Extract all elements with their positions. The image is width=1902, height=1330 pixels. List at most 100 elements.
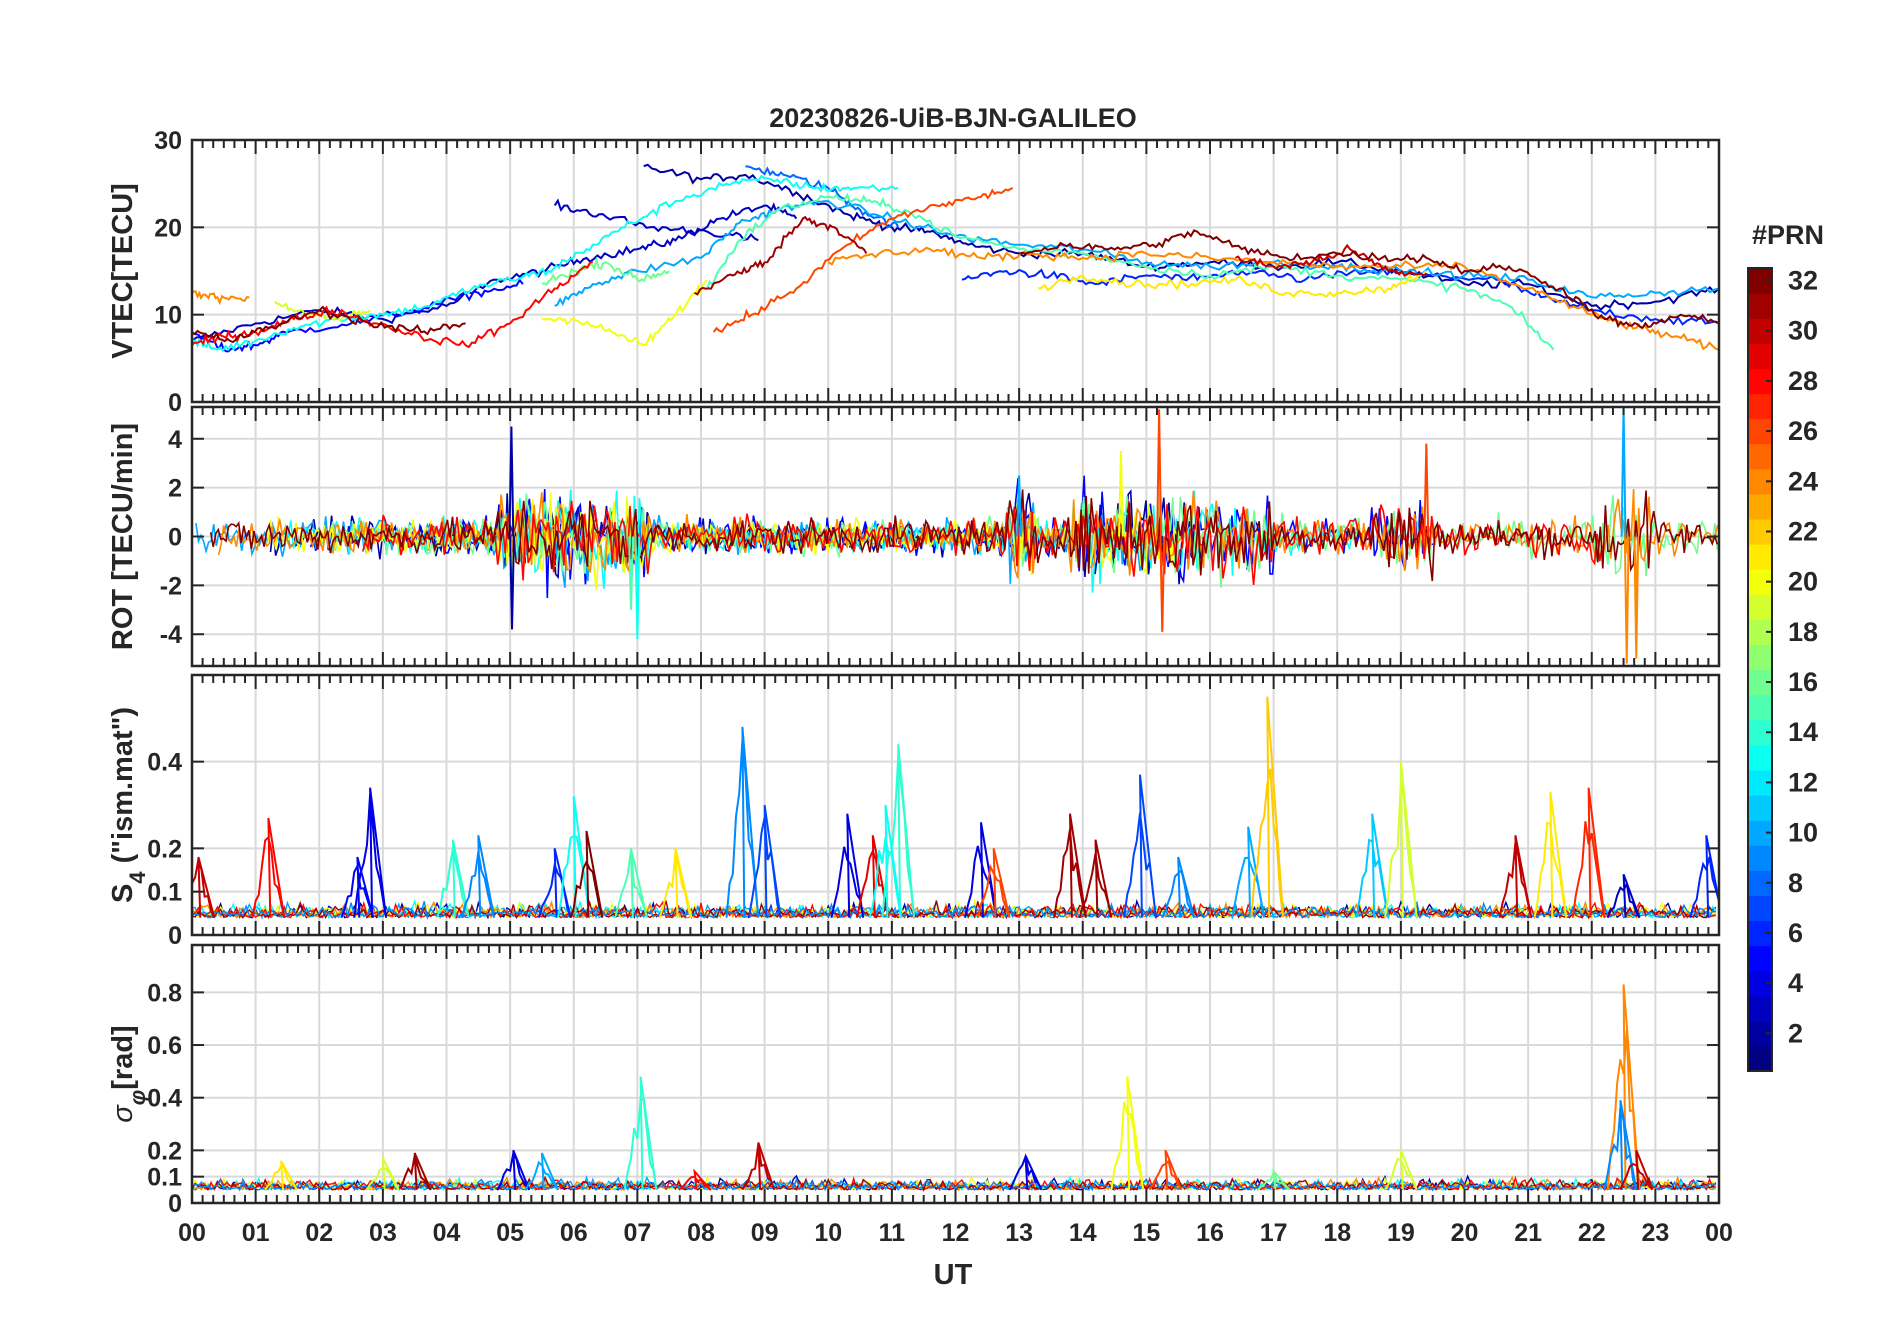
- sigma_phi-spike-prn-26: [1148, 1149, 1183, 1191]
- s4-spike-prn-26: [976, 848, 1011, 919]
- sigma_phi-spike-prn-31: [397, 1152, 432, 1191]
- series-vtec: [192, 163, 1719, 353]
- x-ticks-s4: [191, 675, 1720, 935]
- x-axis-label: UT: [934, 1259, 973, 1291]
- colorbar-tick-label: 10: [1788, 818, 1818, 848]
- colorbar-segment: [1748, 544, 1772, 570]
- sigma_phi-spike-prn-21: [264, 1160, 298, 1191]
- colorbar-segment: [1748, 895, 1772, 922]
- colorbar-segment: [1748, 443, 1772, 470]
- vtec-line-prn-28: [192, 261, 593, 349]
- vtec-line-prn-13: [192, 174, 899, 353]
- x-tick-labels: 00 01 02 03 04 05 06 07 08 09 10 11 12 13 14 15 16 17 18 19…: [178, 1219, 1733, 1247]
- sigma_phi-spike-prn-10: [525, 1152, 559, 1191]
- y-tick-label-s4: 0.1: [147, 879, 182, 907]
- vtec-line-prn-21: [1038, 270, 1427, 299]
- s4-spike-prn-9: [461, 835, 496, 918]
- rot-spike-prn-26: [1156, 409, 1163, 537]
- grid-sigma_phi: [191, 945, 1720, 1204]
- s4-spike-prn-4: [964, 822, 998, 918]
- rot-spike-prn-2: [508, 426, 515, 537]
- y-tick-label-sigma_phi: 0.2: [147, 1137, 182, 1165]
- sigma_phi-spike-prn-19: [366, 1157, 400, 1191]
- s4-spike-prn-31: [1078, 839, 1113, 918]
- rot-spike-prn-24: [1633, 536, 1640, 659]
- sigma_phi-spike-prn-30: [741, 1142, 776, 1191]
- x-tick-label: 06: [560, 1219, 588, 1247]
- y-ticks-s4: 0 0.1 0.2 0.4: [147, 749, 1719, 950]
- colorbar-segment: [1748, 694, 1772, 721]
- colorbar-segment: [1748, 945, 1772, 972]
- s4-spike-prn-30: [192, 856, 216, 919]
- panel-rot: -4 -2 0 2 4 ROT [TECU/min]: [107, 405, 1721, 668]
- s4-spike-prn-3: [1606, 873, 1641, 919]
- s4-spike-prn-22: [1250, 696, 1285, 918]
- colorbar-segment: [1748, 794, 1772, 821]
- colorbar-segment: [1748, 995, 1772, 1022]
- s4-line-prn-9: [192, 901, 1717, 921]
- sigma_phi-line-prn-9: [192, 1176, 1716, 1192]
- series-s4: [192, 696, 1719, 921]
- x-tick-label: 09: [751, 1219, 779, 1247]
- vtec-line-prn-26: [712, 187, 1014, 334]
- x-tick-label: 15: [1132, 1219, 1160, 1247]
- vtec-line-prn-16: [541, 256, 670, 286]
- series-rot: [195, 407, 1719, 664]
- y-axis-label-vtec: VTEC[TECU]: [107, 183, 139, 359]
- y-tick-label-sigma_phi: 0.6: [147, 1032, 182, 1060]
- y-ticks-sigma_phi: 00.10.2 0.4 0.6 0.8: [147, 979, 1719, 1218]
- s4-spike-prn-13: [556, 796, 591, 918]
- x-tick-label: 23: [1641, 1219, 1669, 1247]
- y-ticks-vtec: 0 10 20 30: [154, 127, 1719, 417]
- vtec-line-prn-2: [643, 163, 1719, 311]
- rot-spike-prn-26: [1159, 536, 1166, 632]
- colorbar-label: #PRN: [1752, 220, 1824, 250]
- vtec-line-prn-32: [192, 305, 466, 344]
- s4-spike-prn-6: [1689, 835, 1719, 918]
- colorbar-tick-label: 16: [1788, 667, 1818, 697]
- vtec-line-prn-5: [192, 278, 524, 353]
- colorbar-segment: [1748, 744, 1772, 771]
- colorbar-segment: [1748, 393, 1772, 420]
- s4-spike-prn-15: [614, 848, 648, 918]
- s4-spike-prn-4: [830, 813, 865, 918]
- y-axis-label-sigma_phi: σφ[rad]: [107, 1025, 150, 1122]
- colorbar-tick-label: 4: [1788, 968, 1803, 998]
- x-tick-label: 19: [1387, 1219, 1415, 1247]
- x-tick-label: 14: [1069, 1219, 1097, 1247]
- colorbar-frame: [1747, 267, 1773, 1072]
- vtec-line-prn-31: [694, 215, 868, 296]
- s4-spike-prn-9: [725, 726, 760, 918]
- x-tick-label: 00: [178, 1219, 206, 1247]
- colorbar-segment: [1748, 1045, 1772, 1072]
- y-tick-label-sigma_phi: 0.4: [147, 1085, 182, 1113]
- x-tick-label: 16: [1196, 1219, 1224, 1247]
- vtec-line-prn-32: [1018, 229, 1719, 330]
- rot-spike-prn-10: [1016, 475, 1023, 537]
- y-tick-label-rot: -2: [160, 572, 182, 600]
- rot-spike-prn-15: [628, 536, 634, 610]
- colorbar-tick-label: 18: [1788, 617, 1818, 647]
- colorbar-segment: [1748, 594, 1772, 620]
- x-tick-label: 03: [369, 1219, 397, 1247]
- y-tick-label-rot: 4: [168, 426, 182, 454]
- s4-spike-prn-30: [1498, 835, 1533, 918]
- grid-vtec: [191, 139, 1720, 403]
- sigma_phi-spike-prn-20: [1110, 1076, 1145, 1190]
- s4-spike-prn-5: [340, 856, 375, 919]
- rot-spike-prn-24: [1623, 536, 1630, 664]
- x-tick-label: 05: [496, 1219, 524, 1247]
- x-tick-label: 22: [1578, 1219, 1606, 1247]
- s4-spike-prn-13: [868, 804, 903, 918]
- panel-s4: 0 0.1 0.2 0.4S4 ("ism.mat"): [107, 673, 1721, 950]
- x-tick-label: 02: [305, 1219, 333, 1247]
- x-tick-label: 13: [1005, 1219, 1033, 1247]
- panel-sigma_phi: 00.10.2 0.4 0.6 0.8 σφ[rad]: [107, 943, 1721, 1218]
- y-tick-label-sigma_phi: 0.8: [147, 979, 182, 1007]
- y-tick-label-vtec: 20: [154, 214, 182, 242]
- colorbar-tick-label: 2: [1788, 1018, 1803, 1048]
- rot-line-prn-28: [362, 500, 1603, 585]
- s4-spike-prn-21: [1533, 791, 1568, 918]
